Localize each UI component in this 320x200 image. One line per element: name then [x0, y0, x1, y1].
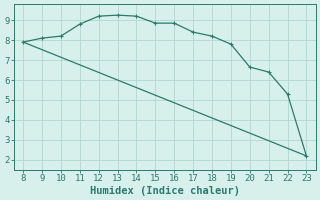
- X-axis label: Humidex (Indice chaleur): Humidex (Indice chaleur): [90, 186, 240, 196]
